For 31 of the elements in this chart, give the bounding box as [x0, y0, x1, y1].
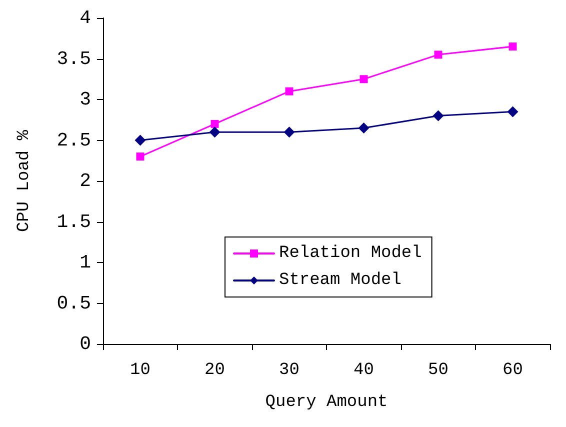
x-axis-title: Query Amount	[265, 393, 388, 412]
legend-label: Relation Model	[279, 244, 422, 263]
point	[136, 152, 144, 161]
y-tick-label: 2.5	[56, 129, 91, 152]
point	[210, 120, 219, 128]
point	[209, 126, 220, 138]
legend-label: Stream Model	[279, 271, 402, 290]
y-tick-label: 0.5	[56, 292, 91, 314]
y-tick-label: 1.5	[56, 210, 91, 233]
point	[285, 87, 294, 96]
x-tick-label: 50	[428, 361, 448, 380]
x-tick-label: 10	[130, 361, 150, 380]
x-tick-label: 20	[204, 361, 225, 380]
point	[507, 106, 518, 118]
x-tick-label: 40	[354, 361, 374, 380]
y-tick-label: 1	[80, 252, 91, 274]
x-tick-label: 30	[279, 361, 300, 380]
point	[360, 75, 368, 84]
y-axis-title: CPU Load %	[15, 129, 34, 232]
point	[134, 134, 146, 146]
point	[432, 110, 444, 122]
point	[508, 42, 517, 51]
y-tick-label: 2	[80, 170, 91, 192]
y-tick-label: 4	[80, 7, 91, 29]
y-tick-label: 0	[80, 333, 91, 355]
point	[434, 50, 442, 59]
y-tick-label: 3.5	[56, 48, 91, 70]
x-tick-label: 60	[502, 361, 523, 380]
point	[284, 126, 295, 138]
point	[358, 122, 370, 134]
y-tick-label: 3	[80, 88, 91, 110]
